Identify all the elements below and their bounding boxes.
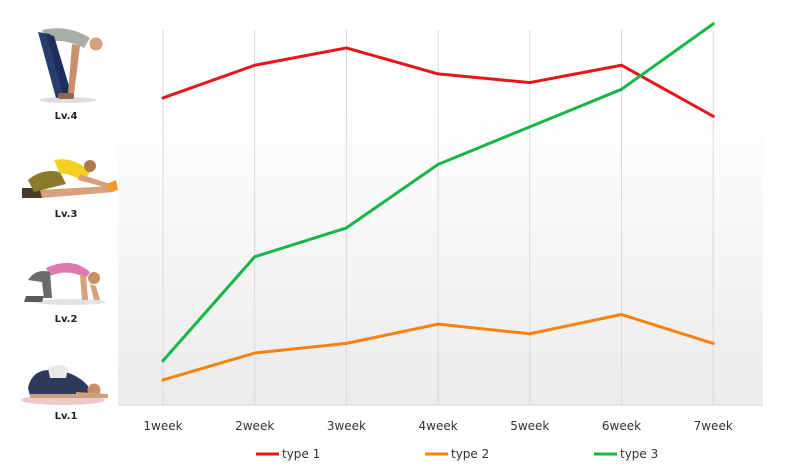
x-tick-label: 3week: [327, 419, 366, 433]
level-1-figure: [21, 365, 108, 405]
data-point: [528, 332, 532, 336]
grid-lines: [162, 30, 714, 405]
x-tick-label: 1week: [143, 419, 182, 433]
x-tick-label: 6week: [602, 419, 641, 433]
x-tick-label: 2week: [235, 419, 274, 433]
data-point: [253, 351, 257, 355]
data-point: [345, 342, 348, 345]
data-point: [161, 96, 165, 100]
level-3-figure: [22, 159, 118, 198]
level-2-figure: [24, 262, 106, 305]
legend-item-label: type 2: [451, 447, 489, 461]
y-level-labels: Lv.1 Lv.2 Lv.3 Lv.4: [55, 111, 78, 422]
x-tick-labels: 1week 2week 3week 4week 5week 6week 7week: [143, 419, 732, 433]
legend: type 1 type 2 type 3: [256, 447, 658, 461]
level-label: Lv.3: [55, 209, 78, 220]
data-point: [711, 22, 715, 26]
level-label: Lv.2: [55, 314, 78, 325]
data-point: [436, 72, 440, 76]
data-point: [253, 255, 257, 259]
level-label: Lv.4: [55, 111, 78, 122]
data-point: [620, 87, 623, 91]
data-point: [253, 63, 257, 67]
level-4-figure: [38, 28, 103, 103]
data-point: [528, 81, 532, 84]
x-tick-label: 5week: [510, 419, 549, 433]
series-lines: [161, 22, 715, 382]
x-tick-label: 7week: [694, 419, 733, 433]
data-point: [161, 378, 165, 382]
data-point: [345, 46, 348, 50]
data-point: [436, 322, 440, 326]
data-point: [345, 226, 348, 230]
data-point: [436, 162, 440, 166]
data-point: [620, 313, 623, 316]
data-point: [711, 342, 715, 345]
x-tick-label: 4week: [419, 419, 458, 433]
data-point: [711, 114, 715, 118]
data-point: [161, 359, 165, 363]
level-label: Lv.1: [55, 411, 78, 422]
legend-item-label: type 3: [620, 447, 658, 461]
plot-background: [118, 110, 763, 405]
data-point: [528, 125, 532, 129]
legend-item-label: type 1: [282, 447, 320, 461]
data-point: [620, 63, 623, 67]
